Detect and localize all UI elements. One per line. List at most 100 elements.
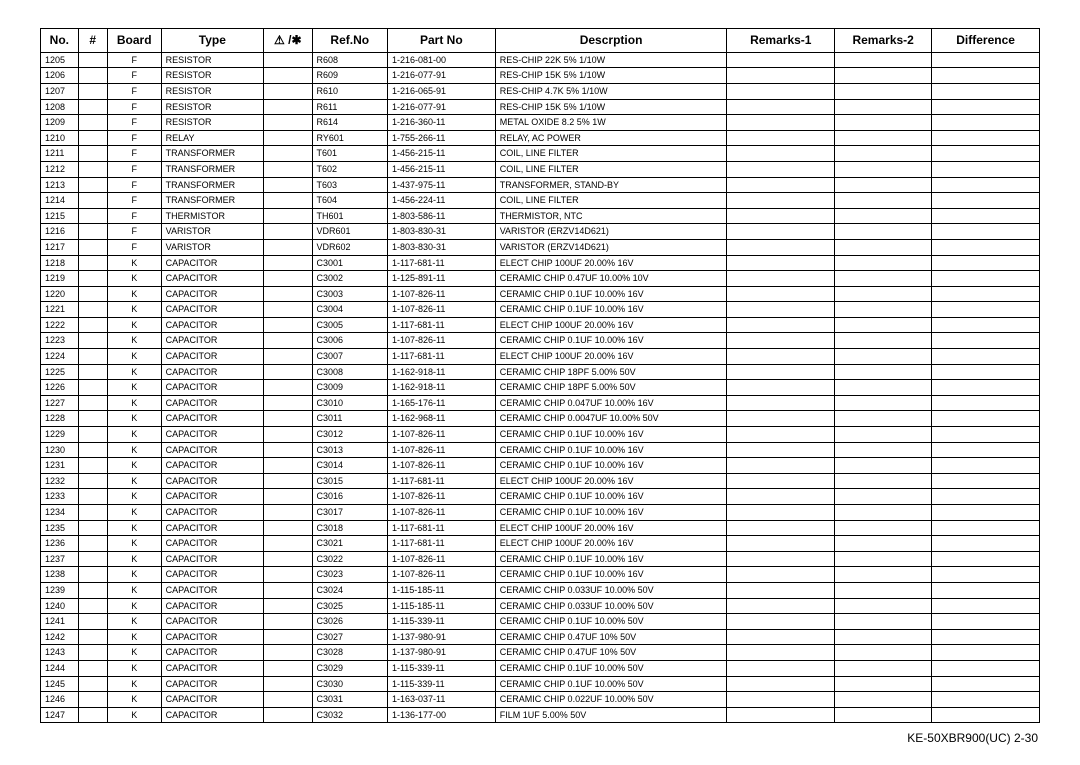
cell-type: CAPACITOR — [161, 551, 263, 567]
page-container: No.#BoardType⚠ /✱Ref.NoPart NoDescrption… — [0, 0, 1080, 765]
cell-warn — [264, 567, 312, 583]
cell-rem1 — [727, 99, 835, 115]
col-header-type: Type — [161, 29, 263, 53]
cell-partno: 1-165-176-11 — [387, 395, 495, 411]
cell-refno: C3003 — [312, 286, 387, 302]
cell-desc: CERAMIC CHIP 0.1UF 10.00% 16V — [495, 442, 727, 458]
cell-hash — [78, 146, 107, 162]
cell-desc: CERAMIC CHIP 18PF 5.00% 50V — [495, 380, 727, 396]
cell-warn — [264, 208, 312, 224]
cell-desc: CERAMIC CHIP 0.1UF 10.00% 50V — [495, 614, 727, 630]
cell-partno: 1-107-826-11 — [387, 505, 495, 521]
cell-diff — [932, 629, 1040, 645]
cell-type: CAPACITOR — [161, 317, 263, 333]
cell-diff — [932, 146, 1040, 162]
table-row: 1224KCAPACITORC30071-117-681-11ELECT CHI… — [41, 349, 1040, 365]
cell-partno: 1-107-826-11 — [387, 286, 495, 302]
cell-hash — [78, 536, 107, 552]
table-row: 1206FRESISTORR6091-216-077-91RES-CHIP 15… — [41, 68, 1040, 84]
cell-desc: CERAMIC CHIP 0.1UF 10.00% 50V — [495, 676, 727, 692]
cell-no: 1232 — [41, 473, 79, 489]
cell-board: K — [107, 349, 161, 365]
cell-warn — [264, 676, 312, 692]
cell-type: CAPACITOR — [161, 614, 263, 630]
cell-hash — [78, 130, 107, 146]
cell-rem1 — [727, 395, 835, 411]
col-header-board: Board — [107, 29, 161, 53]
cell-rem1 — [727, 224, 835, 240]
cell-diff — [932, 660, 1040, 676]
cell-no: 1220 — [41, 286, 79, 302]
cell-refno: R610 — [312, 83, 387, 99]
cell-board: K — [107, 271, 161, 287]
cell-partno: 1-115-339-11 — [387, 660, 495, 676]
cell-desc: CERAMIC CHIP 0.1UF 10.00% 16V — [495, 458, 727, 474]
cell-refno: C3002 — [312, 271, 387, 287]
cell-rem1 — [727, 707, 835, 723]
cell-refno: T602 — [312, 161, 387, 177]
cell-rem2 — [835, 567, 932, 583]
cell-rem2 — [835, 177, 932, 193]
cell-rem1 — [727, 551, 835, 567]
cell-rem2 — [835, 83, 932, 99]
cell-type: VARISTOR — [161, 239, 263, 255]
col-header-diff: Difference — [932, 29, 1040, 53]
cell-rem2 — [835, 224, 932, 240]
cell-type: CAPACITOR — [161, 364, 263, 380]
cell-no: 1216 — [41, 224, 79, 240]
cell-diff — [932, 458, 1040, 474]
cell-warn — [264, 411, 312, 427]
cell-rem2 — [835, 317, 932, 333]
table-row: 1235KCAPACITORC30181-117-681-11ELECT CHI… — [41, 520, 1040, 536]
cell-type: CAPACITOR — [161, 692, 263, 708]
cell-type: CAPACITOR — [161, 536, 263, 552]
table-row: 1236KCAPACITORC30211-117-681-11ELECT CHI… — [41, 536, 1040, 552]
cell-refno: R614 — [312, 115, 387, 131]
cell-warn — [264, 146, 312, 162]
table-row: 1214FTRANSFORMERT6041-456-224-11COIL, LI… — [41, 193, 1040, 209]
table-row: 1230KCAPACITORC30131-107-826-11CERAMIC C… — [41, 442, 1040, 458]
cell-rem2 — [835, 364, 932, 380]
cell-rem1 — [727, 83, 835, 99]
cell-board: F — [107, 115, 161, 131]
cell-rem2 — [835, 489, 932, 505]
cell-desc: CERAMIC CHIP 0.47UF 10.00% 10V — [495, 271, 727, 287]
cell-hash — [78, 395, 107, 411]
cell-rem2 — [835, 146, 932, 162]
cell-warn — [264, 629, 312, 645]
cell-refno: C3005 — [312, 317, 387, 333]
cell-no: 1213 — [41, 177, 79, 193]
cell-refno: C3007 — [312, 349, 387, 365]
cell-board: K — [107, 255, 161, 271]
cell-diff — [932, 333, 1040, 349]
cell-desc: ELECT CHIP 100UF 20.00% 16V — [495, 536, 727, 552]
cell-no: 1228 — [41, 411, 79, 427]
cell-rem1 — [727, 239, 835, 255]
table-row: 1216FVARISTORVDR6011-803-830-31VARISTOR … — [41, 224, 1040, 240]
cell-type: RESISTOR — [161, 99, 263, 115]
cell-hash — [78, 489, 107, 505]
cell-refno: C3017 — [312, 505, 387, 521]
table-row: 1210FRELAYRY6011-755-266-11RELAY, AC POW… — [41, 130, 1040, 146]
cell-board: K — [107, 645, 161, 661]
cell-hash — [78, 333, 107, 349]
table-head: No.#BoardType⚠ /✱Ref.NoPart NoDescrption… — [41, 29, 1040, 53]
cell-diff — [932, 473, 1040, 489]
cell-warn — [264, 707, 312, 723]
cell-type: CAPACITOR — [161, 411, 263, 427]
cell-partno: 1-216-077-91 — [387, 99, 495, 115]
cell-board: K — [107, 536, 161, 552]
cell-type: THERMISTOR — [161, 208, 263, 224]
cell-rem2 — [835, 286, 932, 302]
cell-no: 1215 — [41, 208, 79, 224]
cell-rem1 — [727, 115, 835, 131]
cell-desc: CERAMIC CHIP 18PF 5.00% 50V — [495, 364, 727, 380]
cell-hash — [78, 364, 107, 380]
cell-diff — [932, 582, 1040, 598]
cell-type: CAPACITOR — [161, 505, 263, 521]
cell-type: CAPACITOR — [161, 395, 263, 411]
cell-no: 1223 — [41, 333, 79, 349]
cell-hash — [78, 161, 107, 177]
col-header-rem1: Remarks-1 — [727, 29, 835, 53]
cell-type: CAPACITOR — [161, 567, 263, 583]
